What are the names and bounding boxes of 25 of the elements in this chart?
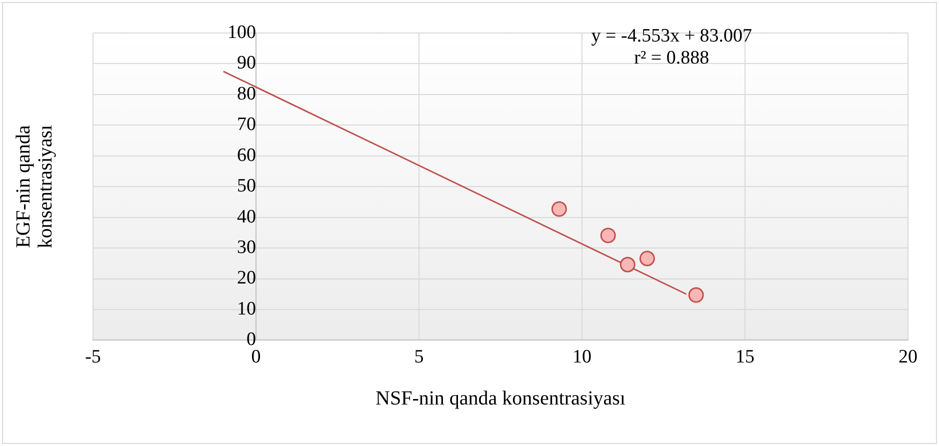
y-tick-label: 30 <box>237 237 256 258</box>
point <box>551 201 567 217</box>
y-tick-label: 100 <box>228 22 256 43</box>
annotation: y = -4.553x + 83.007 <box>591 25 752 46</box>
y-tick-label: 90 <box>237 52 256 74</box>
x-axis-title: NSF-nin qanda konsentrasiyası <box>376 387 626 410</box>
annotation: r² = 0.888 <box>634 47 710 68</box>
x-tick-label: -5 <box>85 346 101 368</box>
x-tick-label: 15 <box>736 346 754 368</box>
point <box>688 287 704 303</box>
y-axis-title: EGF-nin qanda konsentrasiyası <box>12 124 56 248</box>
y-tick-label: 50 <box>237 176 256 197</box>
y-tick-label: 0 <box>246 329 256 350</box>
x-tick-label: 10 <box>572 346 592 368</box>
point <box>639 250 655 266</box>
y-tick-label: 10 <box>237 298 256 320</box>
y-tick-label: 20 <box>237 268 256 289</box>
x-tick-label: 20 <box>898 346 918 368</box>
y-tick-label: 80 <box>237 83 256 104</box>
point <box>600 228 616 244</box>
y-tick-label: 70 <box>237 114 256 136</box>
x-tick-label: 5 <box>414 346 424 368</box>
y-tick-label: 40 <box>237 206 256 228</box>
y-tick-label: 60 <box>237 144 256 166</box>
point <box>620 256 636 272</box>
